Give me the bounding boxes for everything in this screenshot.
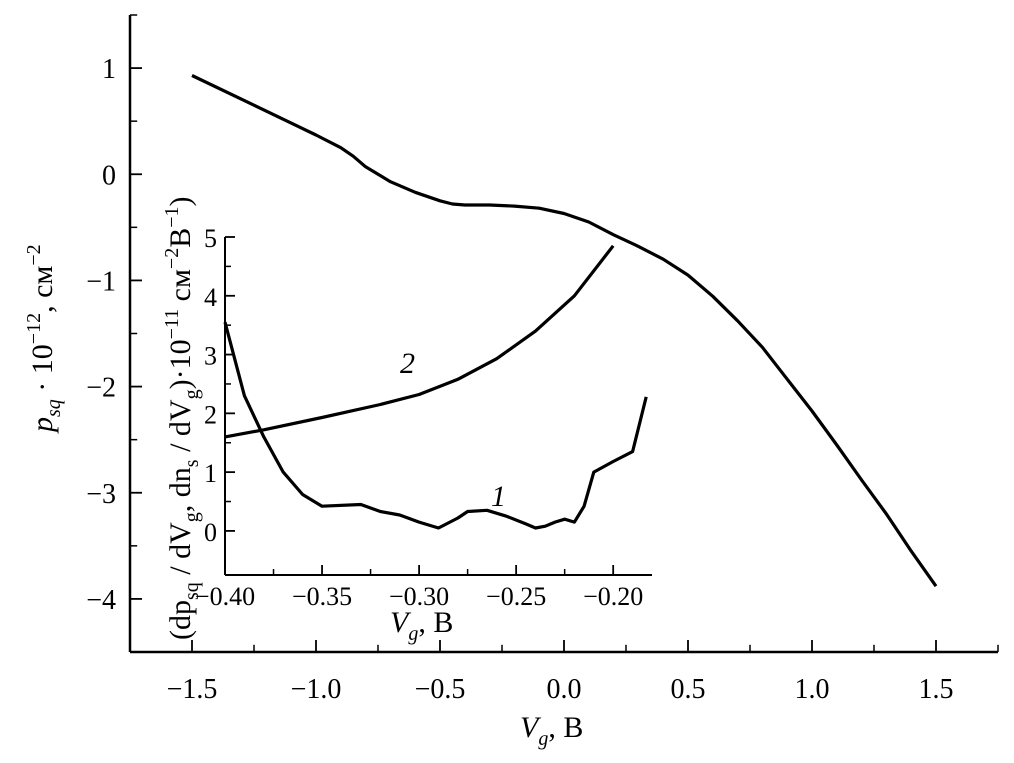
inset-series-line-1 <box>223 321 648 530</box>
main-series-line-0 <box>191 74 938 588</box>
main-x-ticks: −1.5 −1.0 −0.5 0.0 0.5 1.0 1.5 <box>167 640 999 705</box>
main-y-tick-label: −1 <box>86 266 116 297</box>
main-ylabel-unit: , см <box>26 266 59 313</box>
inset-ylabel-sup3: −1 <box>161 206 183 227</box>
series-label-1: 1 <box>491 480 506 513</box>
main-y-axis-title: psq · 10−12, см−2 <box>23 244 65 434</box>
main-x-tick-label: −1.5 <box>167 674 218 705</box>
inset-y-tick-label: 2 <box>204 400 217 429</box>
inset-x-tick-label: −0.25 <box>486 582 546 611</box>
main-y-tick-label: −4 <box>86 585 116 616</box>
inset-ylabel-sub1: sq <box>181 582 203 600</box>
inset-ylabel-t8: ) <box>164 196 197 206</box>
main-y-tick-label: 0 <box>102 160 116 191</box>
inset-series-group <box>223 244 648 530</box>
main-y-tick-label: −3 <box>86 479 116 510</box>
main-x-tick-label: −1.0 <box>291 674 342 705</box>
inset-ylabel-sup2: −2 <box>161 248 183 269</box>
inset-ylabel-t2: / dV <box>164 522 197 582</box>
main-xlabel-unit: , В <box>548 711 583 744</box>
inset-x-tick-label: −0.40 <box>195 582 255 611</box>
inset-y-tick-label: 1 <box>204 459 217 488</box>
inset-ylabel-t1: (dp <box>164 600 197 640</box>
inset-x-axis-title: Vg, В <box>390 606 453 645</box>
inset-ylabel-sup1: −11 <box>161 309 183 340</box>
inset-ylabel-t6: см <box>164 269 197 309</box>
main-ylabel-var: p <box>26 417 59 434</box>
main-x-tick-label: 0.0 <box>547 674 582 705</box>
inset-ylabel-t7: В <box>164 228 197 248</box>
inset-y-axis-title: (dpsq / dVg, dns / dVg)·10−11 см−2В−1) <box>161 196 203 640</box>
main-ylabel-sub: sq <box>43 399 65 417</box>
inset-xlabel-var: V <box>390 606 412 639</box>
main-y-ticks: 1 0 −1 −2 −3 −4 <box>86 14 142 616</box>
inset-ylabel-sub3: s <box>181 459 203 467</box>
inset-y-tick-label: 5 <box>204 224 217 253</box>
main-x-tick-label: −0.5 <box>415 674 466 705</box>
main-ylabel-unit-sup: −2 <box>23 244 45 265</box>
inset-x-ticks: −0.40 −0.35 −0.30 −0.25 −0.20 <box>195 565 643 611</box>
inset-xlabel-sub: g <box>408 623 418 645</box>
main-x-axis-title: Vg, В <box>520 711 583 750</box>
inset-x-tick-label: −0.20 <box>583 582 643 611</box>
inset-y-tick-label: 4 <box>204 283 217 312</box>
main-xlabel-sub: g <box>538 728 548 750</box>
inset-y-tick-label: 0 <box>204 518 217 547</box>
inset-xlabel-unit: , В <box>418 606 453 639</box>
main-series-group <box>191 74 938 588</box>
inset-ylabel-sub4: g <box>181 389 203 399</box>
main-xlabel-var: V <box>520 711 542 744</box>
main-x-tick-label: 0.5 <box>671 674 706 705</box>
inset-ylabel-t5: )·10 <box>164 339 197 389</box>
main-y-tick-label: 1 <box>102 54 116 85</box>
inset-x-tick-label: −0.30 <box>389 582 449 611</box>
main-x-tick-label: 1.5 <box>919 674 954 705</box>
inset-series-line-2 <box>224 244 615 439</box>
series-label-2: 2 <box>400 347 415 380</box>
main-x-tick-label: 1.0 <box>795 674 830 705</box>
inset-ylabel-t4: / dV <box>164 399 197 459</box>
inset-x-tick-label: −0.35 <box>292 582 352 611</box>
inset-ylabel-t3: , dn <box>164 467 197 512</box>
main-y-tick-label: −2 <box>86 373 116 404</box>
inset-ylabel-sub2: g <box>181 512 203 522</box>
inset-y-tick-label: 3 <box>204 342 217 371</box>
main-ylabel-sup: −12 <box>23 313 45 344</box>
inset-y-ticks: 0 1 2 3 4 5 <box>204 224 235 547</box>
main-plot: −1.5 −1.0 −0.5 0.0 0.5 1.0 1.5 10−1−2−3−4 Vg, … <box>23 14 999 750</box>
main-ylabel-mid: · 10 <box>26 344 59 399</box>
